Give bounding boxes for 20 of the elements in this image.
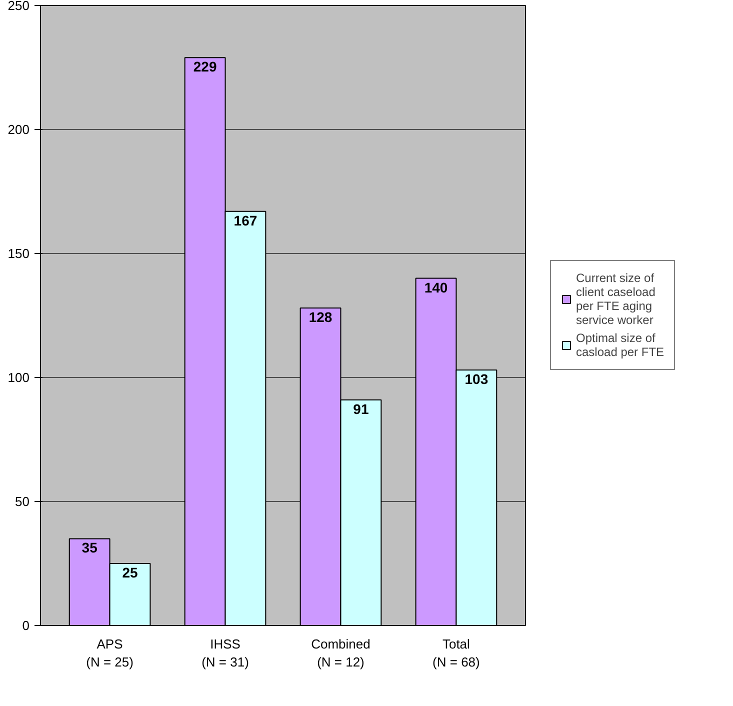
- x-tick-label: IHSS (N = 31): [202, 636, 249, 670]
- data-label: 91: [353, 400, 369, 417]
- y-tick-label: 250: [8, 0, 30, 13]
- legend-label: Optimal size of casload per FTE: [576, 331, 664, 359]
- y-tick-label: 50: [15, 494, 30, 509]
- data-label: 229: [193, 58, 217, 75]
- y-tick-label: 200: [8, 122, 30, 137]
- data-label: 167: [234, 212, 258, 228]
- y-tick-label: 0: [22, 618, 30, 633]
- data-label: 128: [308, 309, 332, 326]
- y-tick-label: 100: [8, 370, 30, 385]
- x-tick-label: Combined (N = 12): [311, 636, 370, 670]
- data-label: 25: [122, 564, 138, 580]
- data-label: 103: [464, 371, 488, 388]
- x-tick-label: APS (N = 25): [86, 636, 134, 670]
- data-label: 35: [82, 540, 98, 556]
- x-tick-label: Total (N = 68): [432, 636, 480, 670]
- y-tick-label: 150: [8, 246, 30, 261]
- data-label: 140: [424, 279, 448, 296]
- legend-label: Current size of client caseload per FTE aging service worker: [576, 271, 656, 327]
